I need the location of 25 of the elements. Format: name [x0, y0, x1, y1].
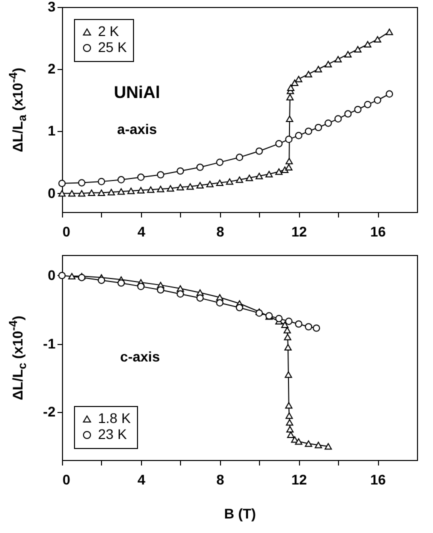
y-tick-label: 2 [48, 60, 56, 77]
x-tick-label: 0 [62, 472, 70, 488]
x-tick-label: 12 [291, 472, 308, 488]
x-tick-label: 8 [216, 224, 224, 240]
x-tick-label: 8 [216, 472, 224, 488]
x-axis-title: B (T) [224, 506, 256, 522]
x-tick-label: 16 [370, 472, 386, 488]
legend-label: 23 K [98, 426, 128, 442]
x-tick-label: 12 [291, 224, 308, 240]
x-tick-label: 4 [137, 472, 146, 488]
y-tick-label: 0 [48, 267, 56, 283]
annotation: UNiAl [114, 83, 160, 102]
y-tick-label: 1 [48, 122, 56, 139]
annotation: c-axis [120, 348, 160, 364]
legend-label: 2 K [98, 23, 120, 39]
legend-label: 25 K [98, 39, 128, 55]
y-tick-label: -2 [43, 404, 56, 420]
x-tick-label: 4 [137, 224, 146, 240]
y-tick-label: -1 [43, 335, 56, 352]
y-tick-label: 3 [48, 0, 56, 14]
legend-label: 1.8 K [98, 410, 132, 426]
x-tick-label: 16 [370, 224, 386, 240]
x-tick-label: 0 [62, 224, 70, 240]
y-tick-label: 0 [48, 184, 56, 201]
annotation: a-axis [117, 121, 158, 137]
